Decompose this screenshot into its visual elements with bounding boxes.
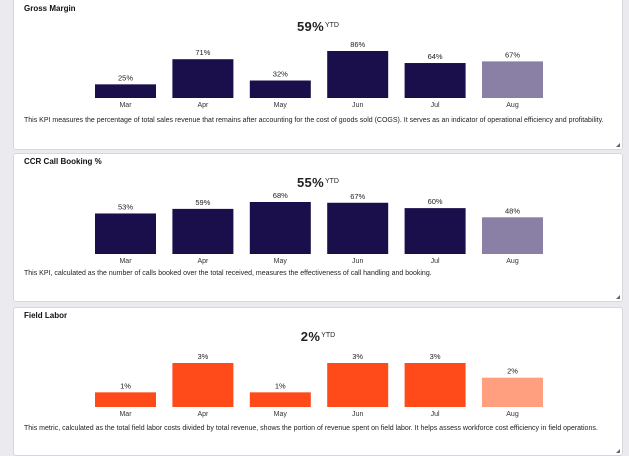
x-tick-label: May xyxy=(274,102,288,109)
bar-jul xyxy=(404,363,466,407)
bar-value-label: 86% xyxy=(350,40,365,49)
bar-value-label: 25% xyxy=(118,73,133,82)
bar-apr xyxy=(172,363,234,407)
kpi-suffix: YTD xyxy=(324,22,339,29)
card-title: Gross Margin xyxy=(24,4,76,13)
x-tick-label: May xyxy=(274,411,288,418)
x-tick-label: Aug xyxy=(506,411,519,418)
bar-may xyxy=(249,80,311,98)
bar-jul xyxy=(404,208,466,254)
x-tick-label: Apr xyxy=(197,258,209,265)
resize-handle[interactable] xyxy=(614,293,620,299)
x-tick-label: Mar xyxy=(119,258,132,265)
x-tick-label: Mar xyxy=(119,102,132,109)
bar-apr xyxy=(172,59,234,98)
bar-jul xyxy=(404,63,466,98)
bar-aug xyxy=(482,61,543,98)
bar-value-label: 60% xyxy=(428,197,443,206)
bar-value-label: 32% xyxy=(273,70,288,79)
x-tick-label: May xyxy=(274,258,288,265)
x-tick-label: Aug xyxy=(506,258,519,265)
bar-value-label: 3% xyxy=(430,352,441,361)
bar-chart-svg: 1% Mar 3% Apr 1% May 3% Jun 3% Jul 2% Aug xyxy=(95,352,543,418)
kpi-description: This KPI, calculated as the number of ca… xyxy=(24,270,432,277)
bar-jun xyxy=(327,363,389,407)
bar-value-label: 59% xyxy=(195,198,210,207)
bar-aug xyxy=(482,217,543,254)
card-title: Field Labor xyxy=(24,311,68,320)
x-tick-label: Jul xyxy=(431,258,440,265)
kpi-ytd: 55%YTD xyxy=(14,174,622,192)
bar-chart-svg: 25% Mar 71% Apr 32% May 86% Jun 64% Jul 67% Aug xyxy=(95,40,543,109)
resize-handle[interactable] xyxy=(614,447,620,453)
bar-chart-svg: 53% Mar 59% Apr 68% May 67% Jun 60% Jul 48% Aug xyxy=(95,191,543,265)
kpi-value: 55% xyxy=(297,175,324,190)
x-tick-label: Apr xyxy=(197,411,209,418)
bar-value-label: 68% xyxy=(273,191,288,200)
kpi-value: 2% xyxy=(300,329,321,344)
x-tick-label: Aug xyxy=(506,102,519,109)
x-tick-label: Jul xyxy=(431,102,440,109)
bar-value-label: 3% xyxy=(352,352,363,361)
bar-value-label: 67% xyxy=(350,192,365,201)
kpi-description: This KPI measures the percentage of tota… xyxy=(24,117,604,124)
bar-value-label: 67% xyxy=(505,50,520,59)
bar-value-label: 48% xyxy=(505,206,520,215)
x-tick-label: Jun xyxy=(352,102,363,109)
kpi-card-ccr-call-booking: CCR Call Booking % 55%YTD 53% Mar 59% Apr 68… xyxy=(13,153,623,302)
kpi-description: This metric, calculated as the total fie… xyxy=(24,425,598,432)
bar-jun xyxy=(327,51,389,98)
x-tick-label: Jun xyxy=(352,258,363,265)
card-title: CCR Call Booking % xyxy=(24,157,102,166)
kpi-suffix: YTD xyxy=(321,332,336,339)
kpi-suffix: YTD xyxy=(324,178,339,185)
bar-value-label: 53% xyxy=(118,202,133,211)
bar-jun xyxy=(327,202,389,254)
bar-apr xyxy=(172,208,234,254)
bar-may xyxy=(249,392,311,407)
x-tick-label: Apr xyxy=(197,102,209,109)
kpi-ytd: 59%YTD xyxy=(14,18,622,36)
x-tick-label: Jul xyxy=(431,411,440,418)
bar-value-label: 71% xyxy=(195,48,210,57)
bar-mar xyxy=(95,392,156,407)
bar-value-label: 1% xyxy=(275,381,286,390)
bar-value-label: 2% xyxy=(507,367,518,376)
kpi-value: 59% xyxy=(297,19,324,34)
bar-value-label: 1% xyxy=(120,381,131,390)
x-tick-label: Mar xyxy=(119,411,132,418)
bar-value-label: 3% xyxy=(197,352,208,361)
resize-handle[interactable] xyxy=(614,141,620,147)
bar-aug xyxy=(482,377,543,407)
bar-mar xyxy=(95,84,156,98)
bar-may xyxy=(249,202,311,254)
kpi-card-gross-margin: Gross Margin 59%YTD 25% Mar 71% Apr 32% May 86… xyxy=(13,0,623,150)
x-tick-label: Jun xyxy=(352,411,363,418)
kpi-card-field-labor: Field Labor 2%YTD 1% Mar 3% Apr 1% May 3% Jun 3%… xyxy=(13,307,623,456)
kpi-ytd: 2%YTD xyxy=(14,328,622,346)
bar-mar xyxy=(95,213,156,254)
bar-value-label: 64% xyxy=(428,52,443,61)
